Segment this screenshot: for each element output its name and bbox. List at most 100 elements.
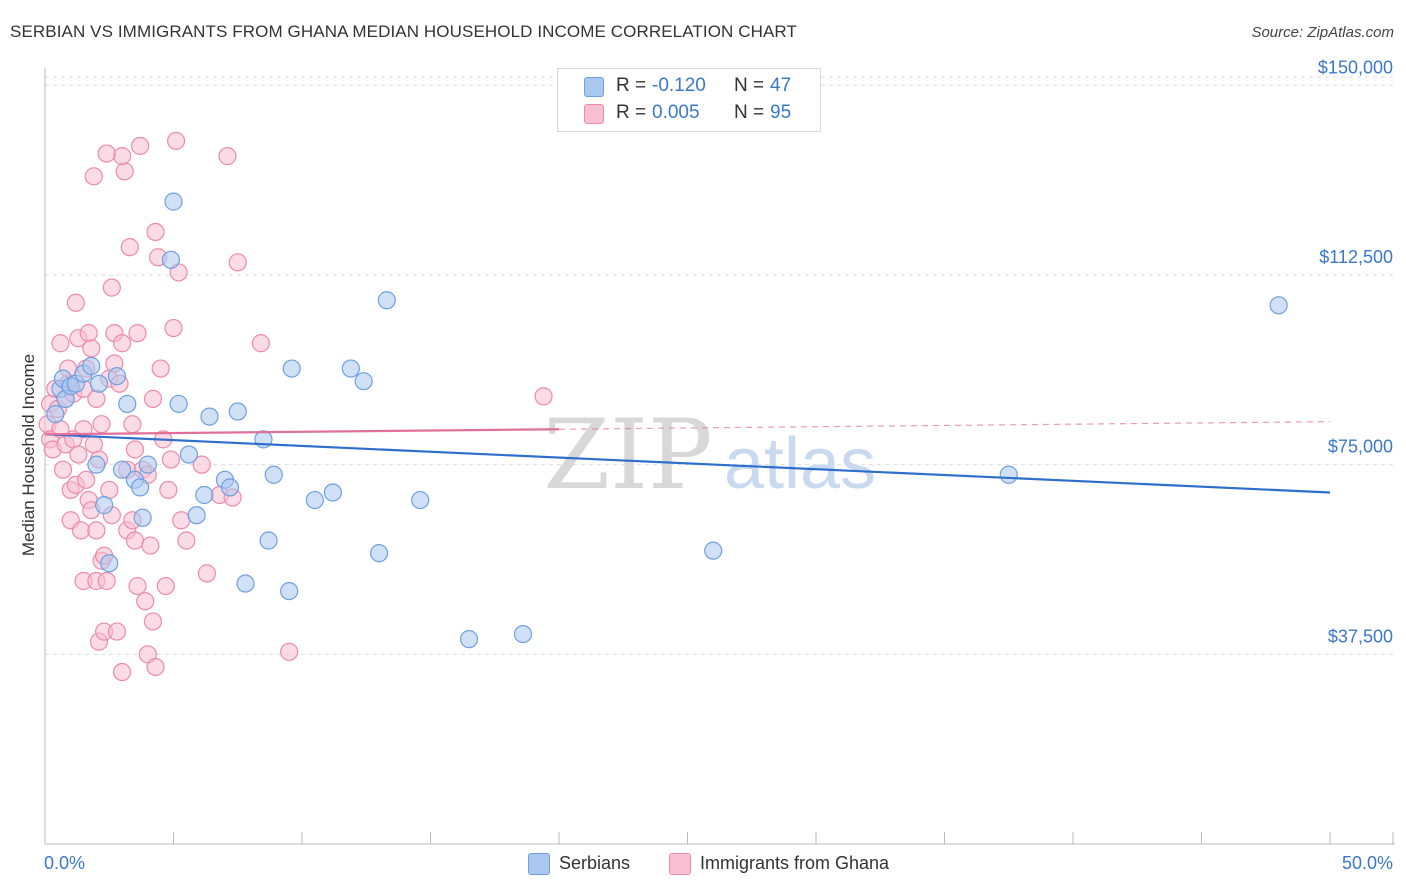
data-point bbox=[228, 402, 247, 421]
data-point bbox=[100, 554, 119, 573]
trend-line-ghana bbox=[44, 428, 560, 436]
y-tick-label: $75,000 bbox=[1328, 437, 1393, 457]
data-point bbox=[164, 192, 183, 211]
watermark-zip: ZIP bbox=[543, 399, 712, 511]
axes bbox=[44, 68, 1395, 845]
data-point bbox=[323, 483, 342, 502]
data-point bbox=[187, 506, 206, 525]
bottom-legend-label: Serbians bbox=[559, 853, 631, 873]
data-point bbox=[251, 334, 270, 353]
data-point bbox=[161, 450, 181, 469]
bottom-legend-swatch-ghana bbox=[669, 853, 691, 875]
y-tick-label: $150,000 bbox=[1318, 57, 1393, 77]
data-point bbox=[125, 440, 145, 459]
data-point bbox=[151, 359, 170, 378]
data-point bbox=[136, 592, 155, 611]
legend-n-label: N = bbox=[734, 75, 765, 96]
legend-r-value: 0.005 bbox=[652, 102, 700, 123]
legend-n-value: 47 bbox=[770, 75, 792, 96]
data-point bbox=[534, 387, 553, 406]
legend-r-label: R = bbox=[616, 75, 647, 96]
legend-swatch-ghana bbox=[584, 104, 604, 124]
data-point bbox=[100, 480, 119, 500]
y-tick-label: $37,500 bbox=[1328, 626, 1393, 646]
data-point bbox=[120, 238, 139, 257]
data-point bbox=[133, 508, 152, 527]
data-point bbox=[69, 445, 88, 464]
data-point bbox=[195, 485, 214, 505]
data-point bbox=[228, 253, 247, 272]
data-point bbox=[77, 470, 96, 489]
data-point bbox=[264, 465, 283, 484]
data-point bbox=[146, 222, 165, 242]
data-point bbox=[146, 657, 165, 677]
bottom-legend-swatch-serbians bbox=[528, 853, 550, 875]
data-point bbox=[259, 531, 278, 550]
legend-n-value: 95 bbox=[770, 102, 792, 123]
data-point bbox=[53, 460, 73, 479]
data-point bbox=[200, 407, 219, 426]
data-point bbox=[704, 541, 723, 560]
watermark-atlas: atlas bbox=[724, 424, 876, 504]
data-point bbox=[128, 576, 147, 596]
source-label: Source: ZipAtlas.com bbox=[1251, 24, 1394, 41]
data-point bbox=[71, 521, 91, 540]
data-point bbox=[161, 250, 181, 269]
data-point bbox=[46, 404, 65, 424]
data-point bbox=[192, 455, 211, 474]
data-point bbox=[95, 496, 114, 515]
data-point bbox=[459, 630, 479, 649]
trend-line-ghana-dashed bbox=[558, 421, 1331, 430]
data-point bbox=[159, 480, 178, 500]
data-point bbox=[218, 147, 237, 166]
stats-legend: R = -0.120 N = 47 R = 0.005 N = 95 bbox=[557, 68, 821, 132]
data-point bbox=[92, 415, 111, 434]
legend-r-value: -0.120 bbox=[652, 75, 706, 96]
legend-swatch-serbians bbox=[584, 77, 604, 97]
grid-lines bbox=[45, 76, 1395, 655]
trend-lines bbox=[44, 421, 1331, 494]
data-point bbox=[112, 147, 132, 166]
data-point bbox=[999, 465, 1018, 484]
legend-n-label: N = bbox=[734, 102, 765, 123]
data-point bbox=[143, 389, 163, 408]
data-point bbox=[118, 394, 137, 414]
data-point bbox=[128, 324, 147, 343]
data-point bbox=[138, 455, 157, 474]
data-point bbox=[87, 455, 106, 474]
data-point bbox=[354, 372, 373, 391]
data-point bbox=[84, 435, 103, 454]
x-tick-labels: 0.0% 50.0% bbox=[44, 853, 1393, 873]
data-point bbox=[370, 544, 389, 563]
y-tick-label: $112,500 bbox=[1319, 247, 1393, 267]
data-point bbox=[280, 642, 299, 661]
x-tick-label: 0.0% bbox=[44, 853, 85, 873]
data-point bbox=[97, 144, 116, 163]
data-point bbox=[107, 622, 127, 641]
data-point bbox=[97, 571, 116, 591]
data-point bbox=[130, 478, 150, 497]
data-point bbox=[66, 293, 85, 312]
data-point bbox=[123, 415, 142, 434]
legend-r-label: R = bbox=[616, 102, 647, 123]
watermark: ZIP atlas bbox=[543, 399, 876, 511]
data-point bbox=[305, 490, 324, 510]
data-point bbox=[169, 394, 188, 414]
data-point bbox=[102, 278, 121, 297]
data-point bbox=[130, 136, 150, 156]
data-point bbox=[164, 318, 183, 338]
data-point bbox=[280, 581, 299, 601]
series-ghana-points bbox=[38, 131, 553, 682]
trend-line-serbians bbox=[44, 433, 1331, 494]
data-point bbox=[197, 564, 217, 583]
data-point bbox=[166, 131, 186, 151]
data-point bbox=[143, 612, 163, 631]
data-point bbox=[89, 374, 109, 393]
data-point bbox=[341, 359, 360, 378]
data-point bbox=[177, 531, 196, 550]
data-point bbox=[51, 334, 70, 353]
data-point bbox=[79, 324, 98, 343]
y-tick-labels: $37,500 $75,000 $112,500 $150,000 bbox=[1318, 57, 1393, 646]
data-point bbox=[411, 490, 430, 510]
data-point bbox=[112, 662, 132, 682]
